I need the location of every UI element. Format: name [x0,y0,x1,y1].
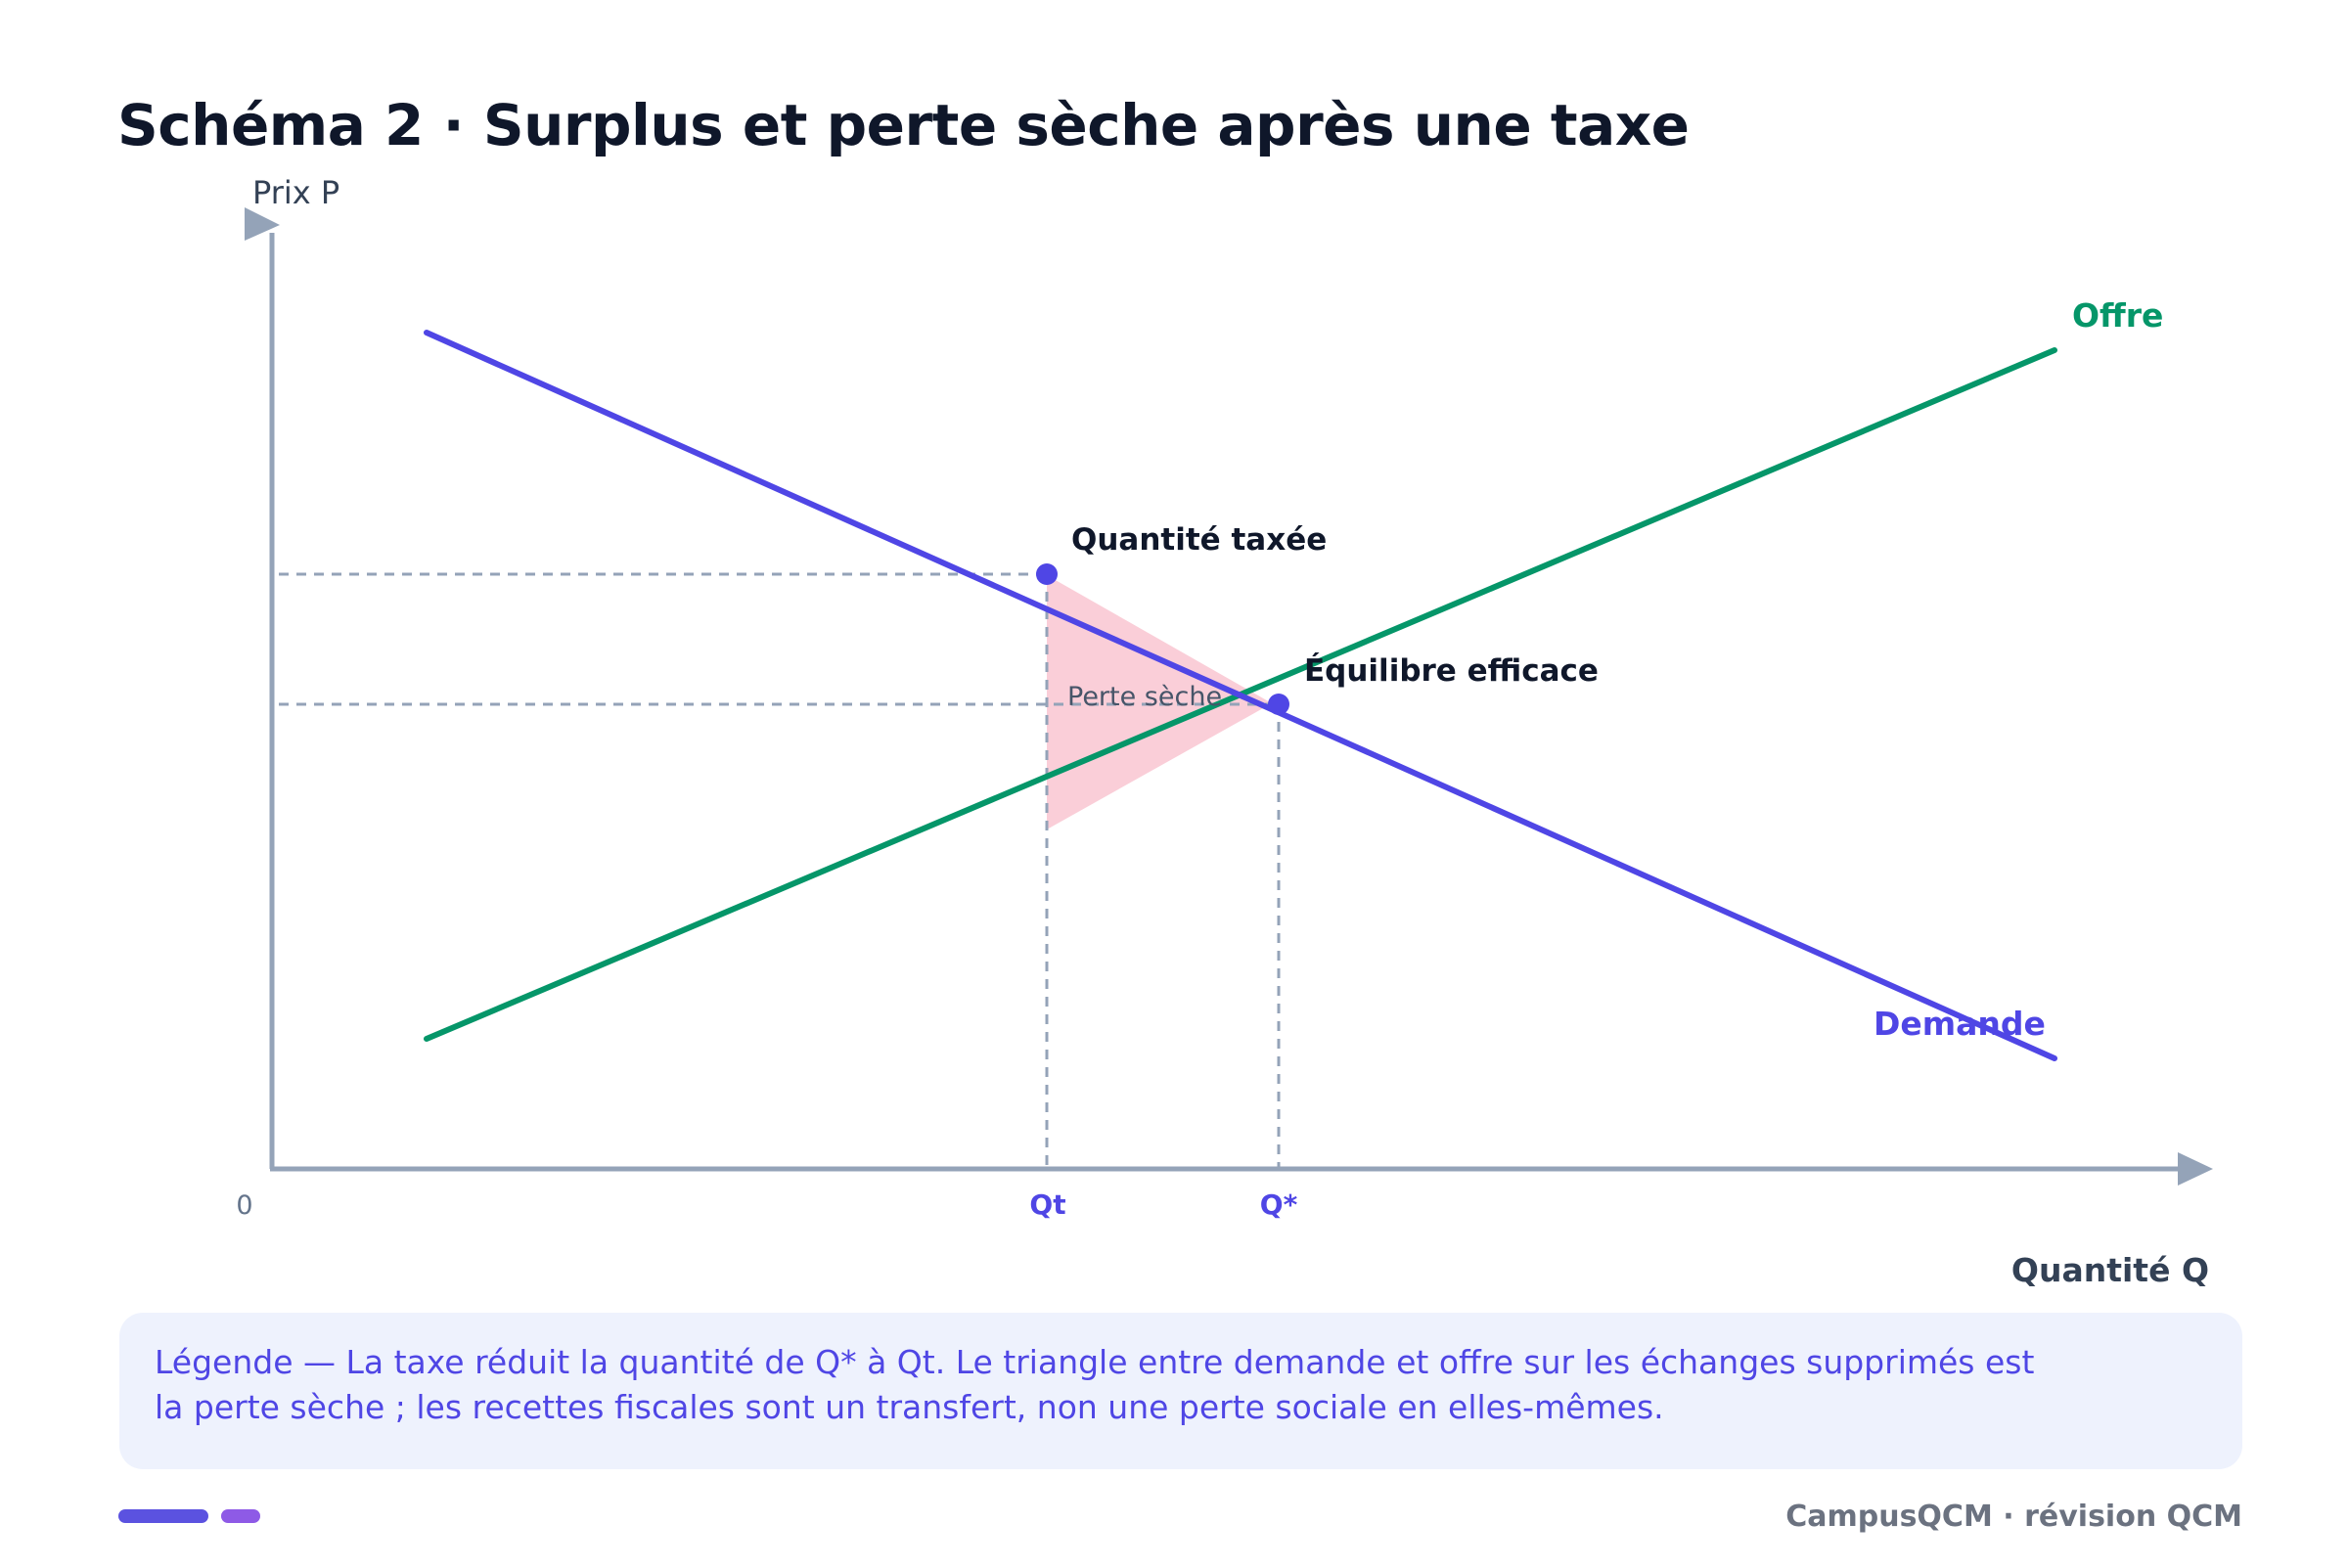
origin-label: 0 [236,1190,252,1221]
footer-accent-bar [118,1509,208,1523]
taxed-quantity-label: Quantité taxée [1071,522,1327,558]
demand-curve [424,330,2057,1061]
y-axis-arrow [245,207,280,241]
deadweight-loss-label: Perte sèche [1067,682,1222,712]
supply-label: Offre [2072,296,2163,335]
footer-brand: CampusQCM · révision QCM [1785,1500,2242,1534]
qt-tick-label: Qt [1029,1188,1065,1221]
y-axis-label: Prix P [252,174,339,211]
footer-accent-dot [221,1509,260,1523]
legend-text: Légende — La taxe réduit la quantité de … [155,1343,2035,1426]
page-title: Schéma 2 · Surplus et perte sèche après … [117,92,1690,158]
efficient-equilibrium-label: Équilibre efficace [1304,653,1599,689]
deadweight-loss-area [1047,575,1272,829]
x-axis-arrow [2178,1152,2213,1186]
demand-label: Demande [1874,1005,2046,1043]
legend-box: Légende — La taxe réduit la quantité de … [119,1313,2242,1469]
efficient-equilibrium-point [1268,694,1289,715]
taxed-quantity-point [1036,563,1058,585]
qstar-tick-label: Q* [1260,1188,1298,1221]
x-axis-label: Quantité Q [2011,1251,2209,1289]
supply-demand-diagram: Prix P Quantité Q 0 Qt Q* Offre Demande … [236,174,2213,1289]
